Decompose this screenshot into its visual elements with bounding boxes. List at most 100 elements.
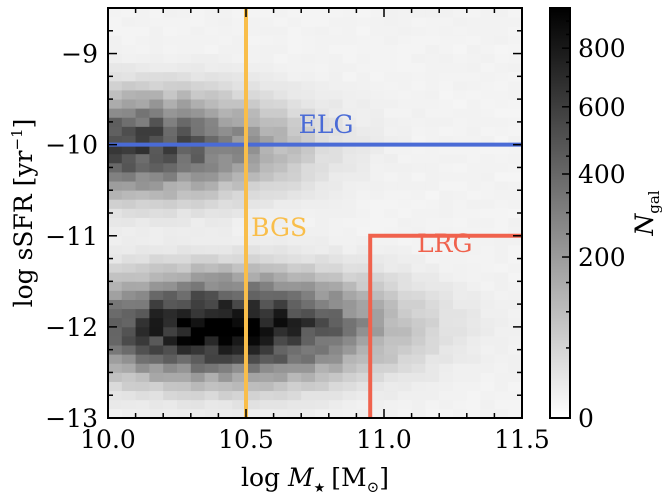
heatmap-cell (508, 153, 522, 164)
heatmap-cell (190, 399, 205, 410)
heatmap-cell (177, 254, 192, 264)
heatmap-cell (163, 90, 178, 100)
heatmap-cell (356, 44, 371, 54)
heatmap-cell (163, 172, 178, 182)
heatmap-cell (259, 372, 274, 382)
heatmap-cell (204, 326, 219, 337)
heatmap-cell (190, 345, 205, 355)
heatmap-cell (411, 263, 426, 273)
heatmap-cell (204, 99, 219, 109)
heatmap-cell (190, 272, 205, 282)
heatmap-cell (273, 199, 288, 209)
heatmap-cell (204, 244, 219, 255)
heatmap-cell (328, 235, 343, 246)
y-axis-label: log sSFR [yr−1] (8, 119, 38, 308)
heatmap-cell (163, 399, 178, 410)
heatmap-cell (466, 244, 481, 255)
heatmap-cell (273, 263, 288, 273)
heatmap-cell (135, 372, 150, 382)
heatmap-cell (494, 308, 509, 319)
heatmap-cell (190, 308, 205, 319)
heatmap-cell (108, 199, 123, 209)
heatmap-cell (439, 62, 454, 73)
heatmap-cell (356, 308, 371, 319)
heatmap-cell (163, 326, 178, 337)
heatmap-cell (121, 272, 136, 282)
heatmap-cell (246, 117, 261, 127)
heatmap-cell (439, 244, 454, 255)
heatmap-cell (425, 17, 440, 27)
heatmap-cell (121, 62, 136, 73)
heatmap-cell (246, 144, 261, 155)
heatmap-cell (163, 53, 178, 64)
heatmap-cell (135, 244, 150, 255)
heatmap-cell (411, 71, 426, 82)
heatmap-cell (108, 244, 123, 255)
heatmap-cell (411, 144, 426, 155)
x-axis-label-var: M (287, 463, 315, 492)
heatmap-cell (301, 399, 316, 410)
heatmap-cell (411, 126, 426, 136)
heatmap-cell (356, 345, 371, 355)
heatmap-cell (342, 263, 357, 273)
heatmap-cell (453, 299, 468, 310)
heatmap-cell (370, 144, 385, 155)
heatmap-cell (439, 162, 454, 173)
heatmap-cell (315, 90, 330, 100)
heatmap-cell (177, 162, 192, 173)
heatmap-cell (494, 17, 509, 27)
heatmap-cell (177, 172, 192, 182)
heatmap-cell (328, 363, 343, 373)
heatmap-cell (163, 135, 178, 146)
heatmap-cell (466, 290, 481, 300)
heatmap-cell (439, 345, 454, 355)
heatmap-cell (163, 244, 178, 255)
heatmap-cell (177, 272, 192, 282)
heatmap-cell (108, 108, 123, 118)
heatmap-cell (328, 199, 343, 209)
heatmap-cell (135, 162, 150, 173)
heatmap-cell (356, 172, 371, 182)
heatmap-cell (163, 290, 178, 300)
heatmap-cell (177, 226, 192, 237)
heatmap-cell (370, 17, 385, 27)
heatmap-cell (439, 390, 454, 401)
heatmap-cell (204, 254, 219, 264)
heatmap-cell (232, 235, 247, 246)
heatmap-cell (397, 354, 412, 364)
heatmap-cell (384, 44, 399, 54)
heatmap-cell (121, 162, 136, 173)
heatmap-cell (190, 80, 205, 91)
heatmap-cell (397, 117, 412, 127)
heatmap-cell (259, 381, 274, 392)
heatmap-cell (425, 254, 440, 264)
heatmap-cell (508, 244, 522, 255)
heatmap-cell (411, 372, 426, 382)
heatmap-cell (204, 135, 219, 146)
heatmap-cell (508, 254, 522, 264)
heatmap-cell (273, 26, 288, 36)
heatmap-cell (108, 235, 123, 246)
heatmap-cell (315, 17, 330, 27)
heatmap-cell (384, 17, 399, 27)
heatmap-cell (163, 235, 178, 246)
heatmap-cell (480, 135, 495, 146)
heatmap-cell (439, 35, 454, 45)
heatmap-cell (301, 190, 316, 200)
heatmap-cell (218, 317, 233, 328)
heatmap-cell (232, 408, 247, 418)
heatmap-cell (246, 199, 261, 209)
heatmap-cell (149, 53, 164, 64)
heatmap-cell (508, 26, 522, 36)
heatmap-cell (480, 326, 495, 337)
heatmap-cell (259, 153, 274, 164)
heatmap-cell (494, 254, 509, 264)
heatmap-cell (149, 80, 164, 91)
heatmap-cell (232, 399, 247, 410)
heatmap-cell (218, 308, 233, 319)
heatmap-cell (384, 8, 399, 18)
heatmap-cell (273, 281, 288, 291)
heatmap-cell (301, 217, 316, 228)
heatmap-cell (232, 244, 247, 255)
heatmap-cell (135, 226, 150, 237)
